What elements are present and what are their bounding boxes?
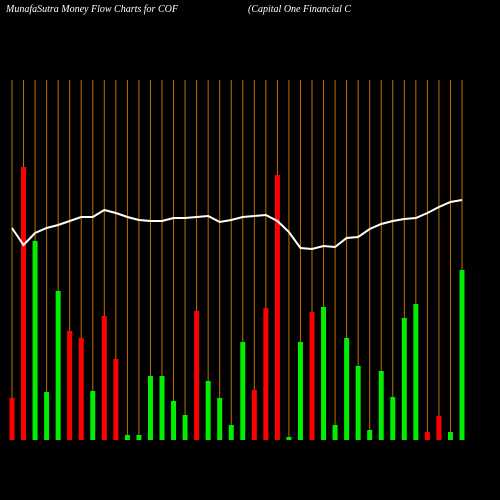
bar [436, 416, 442, 440]
bar [378, 371, 384, 440]
bar [413, 304, 419, 440]
bar [44, 392, 50, 440]
bar [9, 398, 15, 440]
bar [401, 318, 407, 440]
bar [424, 432, 430, 440]
bar [205, 381, 211, 440]
bar [78, 338, 84, 440]
bar [182, 415, 188, 440]
bar [344, 338, 350, 440]
bar [332, 425, 338, 440]
bar [101, 316, 107, 440]
bar [447, 432, 453, 440]
bar [390, 397, 396, 440]
bar [321, 307, 327, 440]
bar [67, 331, 73, 440]
bar [240, 342, 246, 440]
bar [355, 366, 361, 440]
bar [309, 312, 315, 440]
bar [367, 430, 373, 440]
bar [228, 425, 234, 440]
chart-subtitle: (Capital One Financial C [248, 4, 351, 15]
bar [194, 311, 200, 440]
bar [159, 376, 165, 440]
bar [90, 391, 96, 440]
bar [147, 376, 153, 440]
bar [21, 167, 27, 440]
bar [274, 175, 280, 440]
bar [124, 435, 130, 440]
bar [171, 401, 177, 440]
bar [297, 342, 303, 440]
money-flow-line [11, 199, 463, 251]
bar [251, 390, 257, 440]
bar [136, 435, 142, 440]
chart-title: MunafaSutra Money Flow Charts for COF [5, 4, 179, 15]
bar [113, 359, 119, 440]
bar [459, 270, 465, 440]
bar [32, 241, 38, 440]
bar [217, 398, 223, 440]
bar [55, 291, 61, 440]
bar [263, 308, 269, 440]
bar [286, 437, 292, 440]
